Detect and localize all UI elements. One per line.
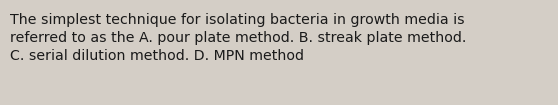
Text: The simplest technique for isolating bacteria in growth media is
referred to as : The simplest technique for isolating bac… [10,13,466,63]
